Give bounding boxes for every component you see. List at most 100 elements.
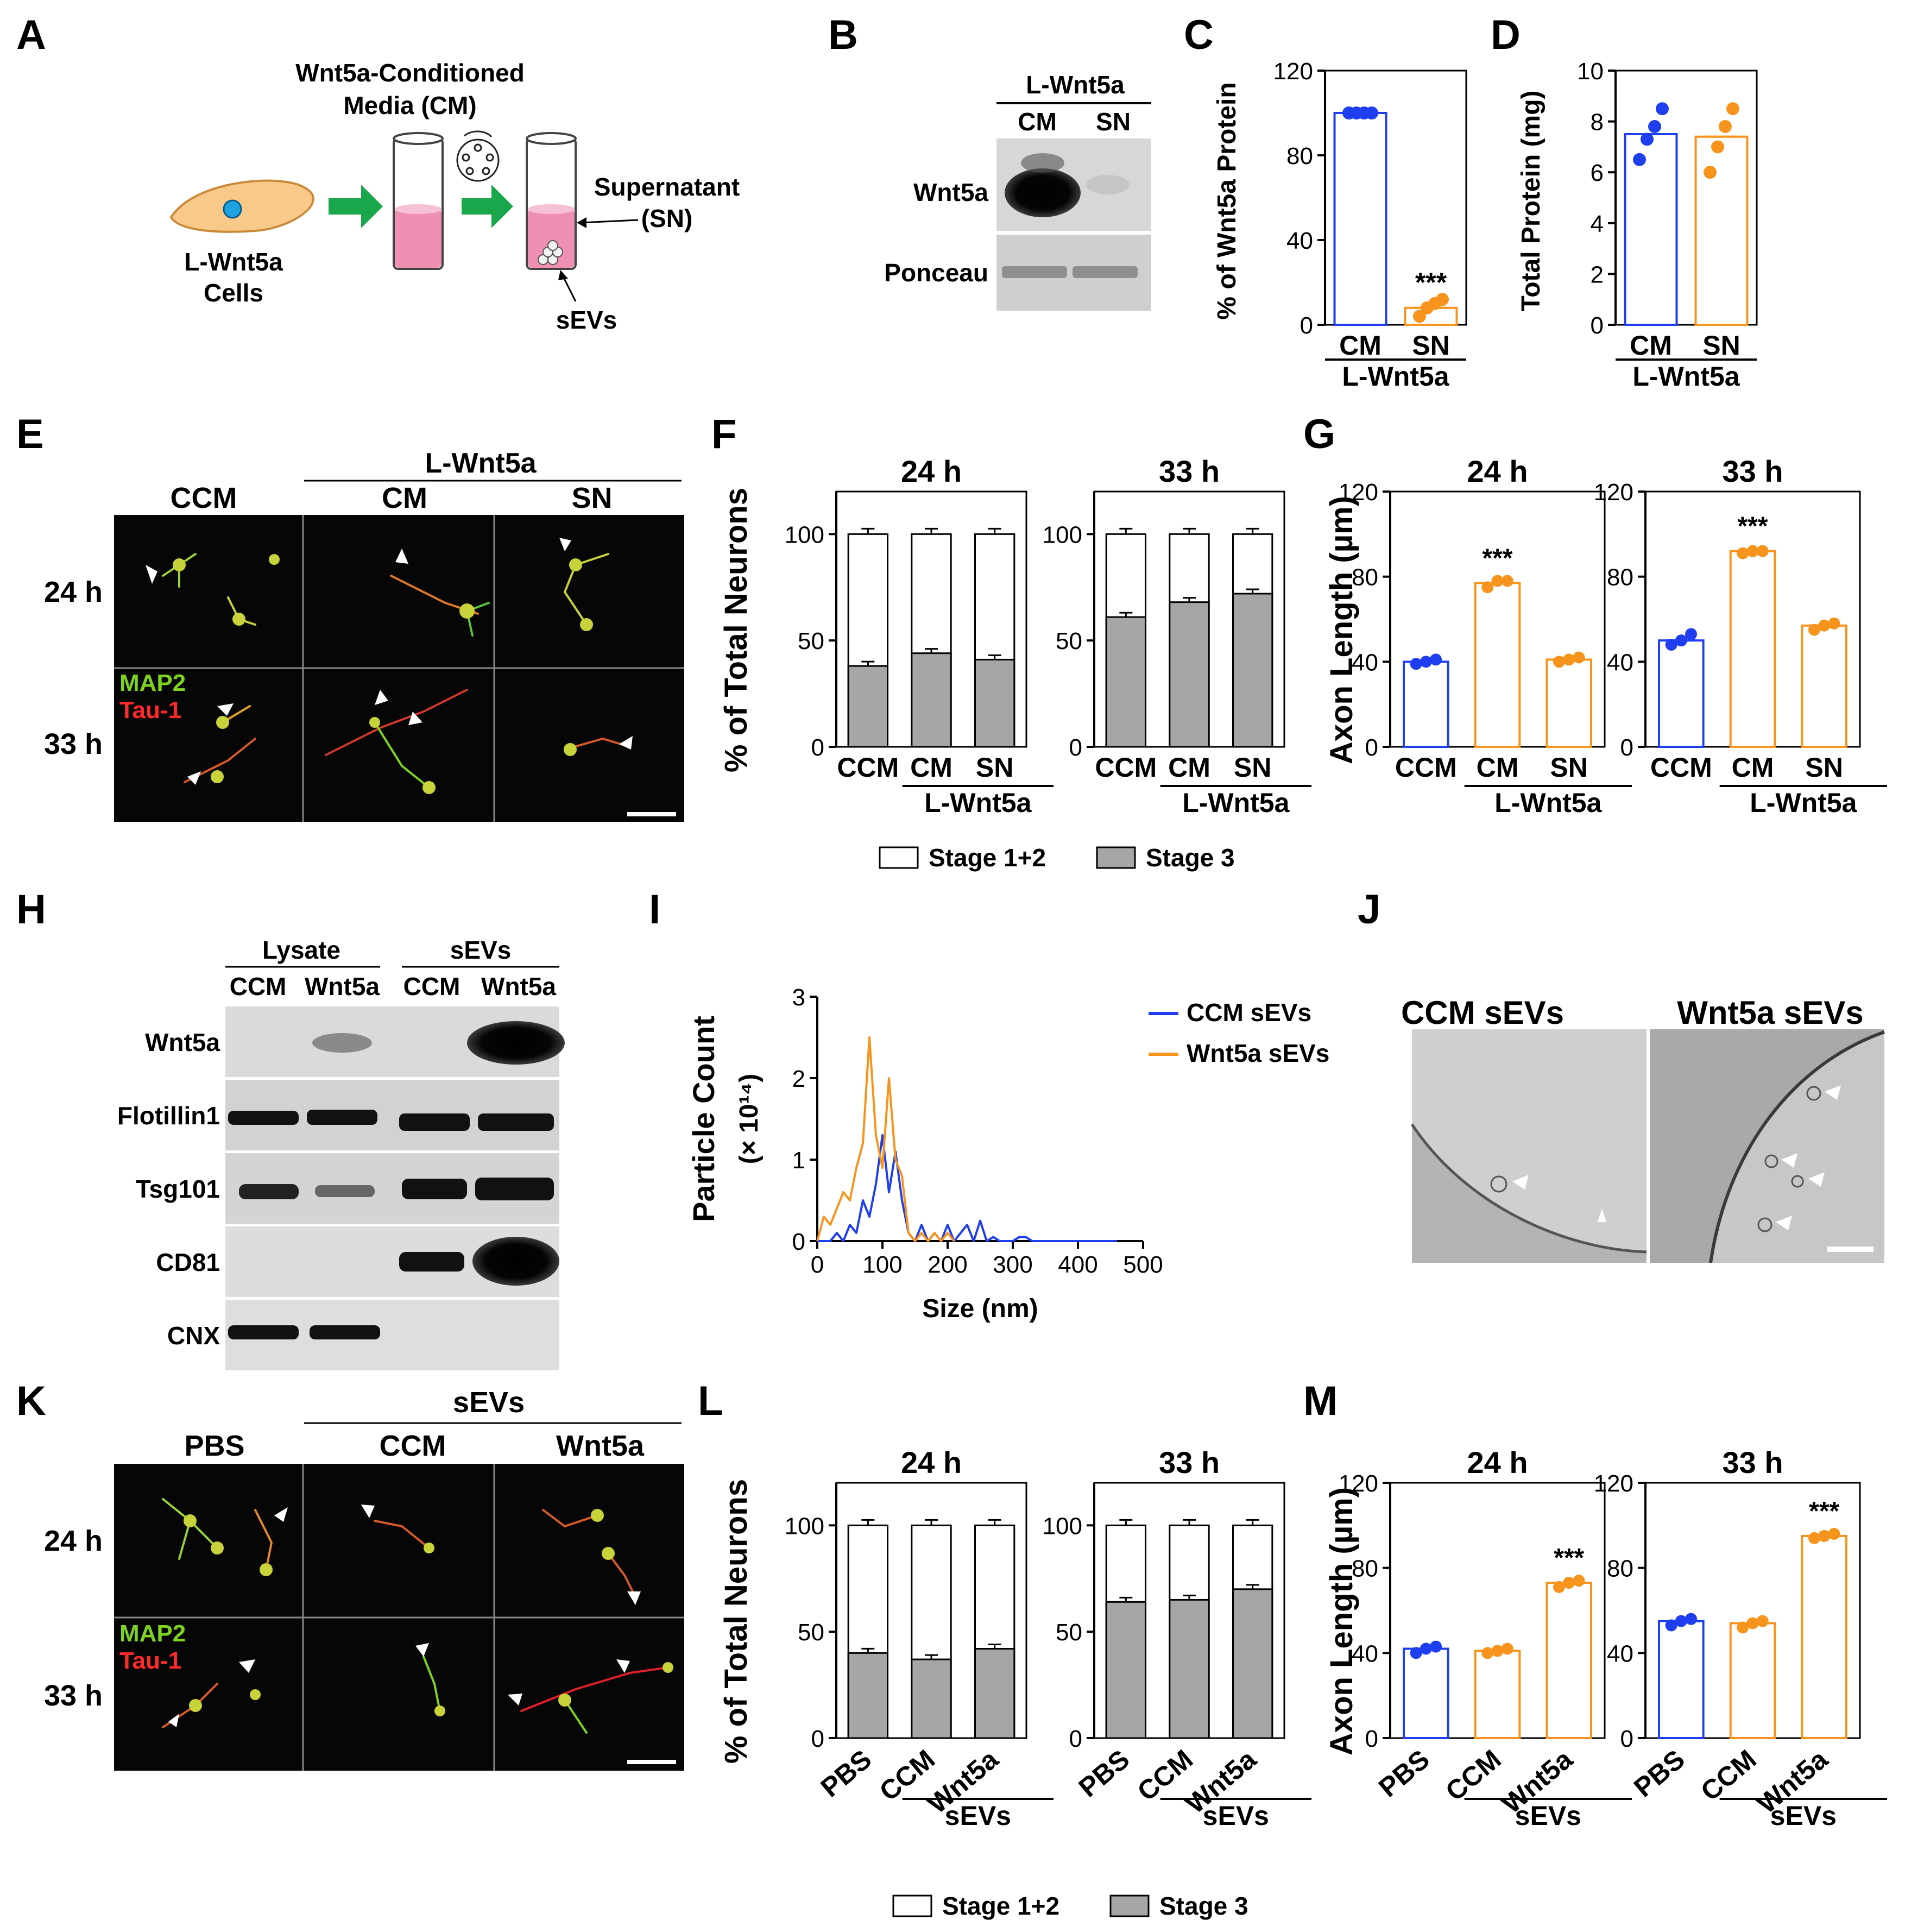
e-row-33h: 33 h <box>44 728 103 760</box>
I-xtick-label-2: 200 <box>928 1251 967 1278</box>
k-stain-tau1: Tau-1 <box>119 1647 181 1674</box>
panel-letter-j: J <box>1358 886 1380 933</box>
h-group-sevs: sEVs <box>450 936 512 964</box>
j-label-wnt5a: Wnt5a sEVs <box>1677 995 1863 1031</box>
tube-sn <box>526 132 577 270</box>
M-f0-bar-1 <box>1474 1650 1521 1740</box>
h-row-wnt5a: Wnt5a <box>145 1028 220 1056</box>
M-f0-bar-0 <box>1403 1647 1449 1739</box>
F-f1-bar-stage3-0 <box>1105 616 1146 748</box>
sevs-pointer-head <box>558 270 568 280</box>
G-f1-point-1-1 <box>1746 545 1759 557</box>
G-f1-bar-1 <box>1729 550 1776 748</box>
G-f0-point-0-1 <box>1420 656 1432 668</box>
green-arrow-2 <box>462 185 513 228</box>
I-ytick-label-3: 3 <box>792 984 805 1011</box>
G-f0-point-1-2 <box>1501 575 1513 587</box>
stage-legend-f: Stage 1+2 Stage 3 <box>879 844 1235 872</box>
G-f1-ytick-label-2: 80 <box>1607 564 1633 591</box>
G-f1-point-2-0 <box>1808 624 1820 636</box>
panel-letter-i: I <box>649 886 660 933</box>
D-ytick-label-1: 2 <box>1591 261 1604 288</box>
M-f1-group-label: sEVs <box>1770 1801 1837 1831</box>
I-legend-0: CCM sEVs <box>1187 998 1311 1027</box>
D-point-1-0 <box>1704 166 1717 179</box>
D-point-0-2 <box>1648 119 1661 133</box>
M-f1-xtick-0: PBS <box>1628 1744 1690 1803</box>
panel-k-micrographs: sEVs PBS CCM Wnt5a 24 h 33 h MAP2 Tau-1 <box>44 1386 684 1771</box>
L-f0-ytick-label-0: 0 <box>811 1726 824 1752</box>
green-arrow-1 <box>329 185 383 228</box>
M-f0-ytick-label-2: 80 <box>1352 1556 1378 1582</box>
D-point-0-3 <box>1656 102 1669 116</box>
L-f1-bar-stage3-2 <box>1232 1588 1273 1739</box>
G-f1-bar-0 <box>1658 639 1705 748</box>
M-f1-point-2-0 <box>1808 1532 1820 1544</box>
h-lane-4: Wnt5a <box>481 972 556 1000</box>
chart-d: 0 2 4 6 8 10 Total Protein (mg) CM SNL-Wnt5a <box>1517 58 1758 392</box>
k-cell-bodies <box>184 1509 673 1716</box>
F-f1-bar-stage3-2 <box>1232 593 1273 748</box>
panel-letter-a: A <box>16 12 46 58</box>
j-scale-bar <box>1827 1247 1874 1252</box>
G-f1-xtick-0: CCM <box>1650 752 1712 783</box>
M-f1-point-0-0 <box>1665 1619 1677 1632</box>
M-f0-point-0-2 <box>1430 1640 1442 1653</box>
M-f1-bar-0 <box>1658 1620 1705 1739</box>
I-ytick-label-2: 2 <box>792 1066 805 1092</box>
panel-letter-m: M <box>1303 1378 1338 1424</box>
M-f1-point-1-1 <box>1746 1617 1759 1629</box>
L-f0-group-label: sEVs <box>945 1801 1011 1831</box>
e-scale-bar <box>627 812 676 816</box>
D-ytick-label-2: 4 <box>1591 211 1604 237</box>
panel-e-micrographs: L-Wnt5a CCM CM SN 24 h 33 h MAP2 Tau-1 <box>44 448 684 822</box>
G-f1-bar-2 <box>1801 624 1847 748</box>
h-row-tsg101: Tsg101 <box>136 1175 220 1203</box>
F-f1-xtick-1: CM <box>1168 752 1210 783</box>
F-facet-title-0: 24 h <box>901 454 962 488</box>
G-facet-title-1: 33 h <box>1722 454 1783 488</box>
sn-pointer-head <box>577 217 586 228</box>
F-f1-ytick-label-2: 100 <box>1043 521 1082 548</box>
G-f1-xtick-1: CM <box>1732 752 1774 783</box>
M-f0-significance: *** <box>1554 1544 1584 1572</box>
F-f0-xtick-0: CCM <box>837 752 899 783</box>
legend-swatch-stage12 <box>879 846 919 869</box>
G-f0-point-2-2 <box>1573 651 1585 664</box>
panel-a-schematic: Wnt5a-Conditioned Media (CM) L-Wnt5a Cel… <box>169 59 740 334</box>
G-f0-point-0-0 <box>1410 658 1422 670</box>
L-f0-bar-stage3-0 <box>847 1652 888 1739</box>
h-row-cd81: CD81 <box>156 1248 220 1276</box>
M-f1-significance: *** <box>1809 1497 1839 1526</box>
G-f1-ytick-label-1: 40 <box>1607 649 1633 676</box>
G-f0-group-label: L-Wnt5a <box>1494 788 1602 818</box>
M-facet-title-1: 33 h <box>1722 1445 1783 1480</box>
cell-nucleus <box>223 199 242 219</box>
panel-h-blot: Lysate sEVs CCM Wnt5a CCM Wnt5a Wnt5a Fl… <box>117 936 565 1370</box>
I-series-0 <box>817 1134 1117 1242</box>
M-ylabel: Axon Length (µm) <box>1324 1487 1359 1755</box>
C-ytick-label-3: 120 <box>1273 58 1313 85</box>
L-f0-errorbar-2 <box>988 1519 1001 1649</box>
C-ytick-label-1: 40 <box>1286 228 1313 254</box>
C-point-1-0 <box>1413 310 1426 323</box>
k-scale-bar <box>627 1760 676 1764</box>
M-f0-xtick-0: PBS <box>1373 1744 1435 1803</box>
D-point-1-2 <box>1719 119 1732 133</box>
blot-b-lane-sn: SN <box>1096 108 1131 136</box>
L-f1-xtick-0: PBS <box>1073 1744 1136 1803</box>
F-f1-errorbar-2 <box>1246 527 1259 594</box>
L-f0-errorbar-0 <box>861 1519 875 1653</box>
I-legend-1: Wnt5a sEVs <box>1187 1039 1329 1067</box>
I-xtick-label-1: 100 <box>862 1251 902 1278</box>
sevs-label: sEVs <box>556 306 617 334</box>
C-group-label: L-Wnt5a <box>1342 361 1449 392</box>
D-xtick-1: SN <box>1702 330 1740 361</box>
legend-l-swatch-stage3 <box>1109 1895 1150 1917</box>
F-f0-ytick-label-1: 50 <box>798 628 824 655</box>
G-facet-title-0: 24 h <box>1467 454 1528 488</box>
F-f0-bar-stage3-1 <box>911 652 952 748</box>
D-xtick-0: CM <box>1630 330 1672 361</box>
